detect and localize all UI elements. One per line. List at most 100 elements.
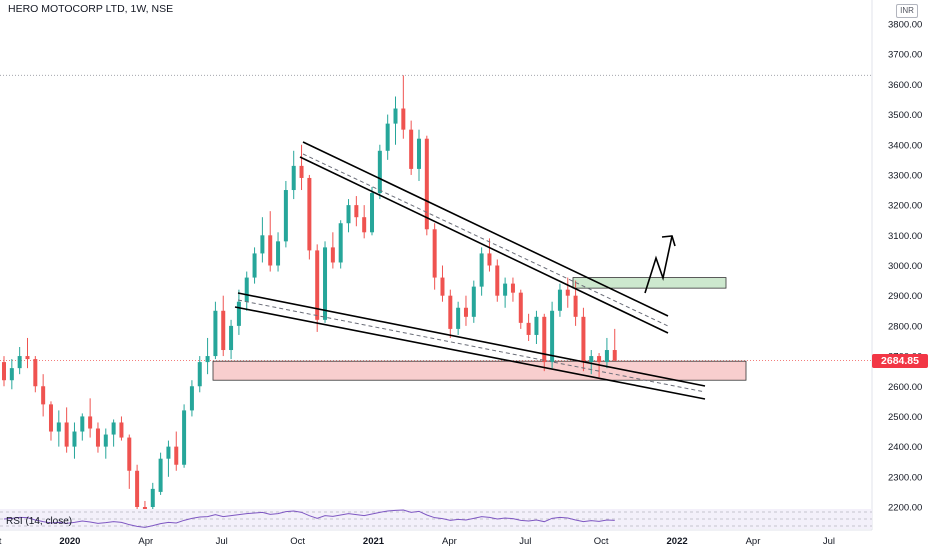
- price-tick-label: 2200.00: [888, 503, 922, 514]
- candle-body: [283, 190, 288, 242]
- candles: [2, 75, 617, 526]
- candle-body: [182, 410, 187, 465]
- candle-body: [597, 356, 602, 363]
- candle-body: [64, 422, 69, 447]
- candle-body: [495, 265, 500, 296]
- price-tick-label: 2500.00: [888, 412, 922, 423]
- candle-body: [471, 286, 476, 317]
- time-tick-label: Oct: [290, 536, 305, 547]
- candle-body: [135, 470, 140, 507]
- candle-body: [111, 422, 116, 435]
- price-tick-label: 2300.00: [888, 472, 922, 483]
- candle-body: [291, 165, 296, 191]
- candle-body: [221, 310, 226, 351]
- candle-body: [377, 150, 382, 194]
- time-tick-label: 2021: [363, 536, 385, 547]
- price-tick-label: 3600.00: [888, 80, 922, 91]
- candle-body: [88, 416, 93, 429]
- candle-body: [581, 316, 586, 363]
- candle-body: [158, 458, 163, 492]
- candle-body: [518, 292, 523, 323]
- candle-body: [330, 247, 335, 263]
- channel-mid-line: [302, 153, 669, 327]
- time-tick-label: Apr: [442, 536, 457, 547]
- time-axis-bg: [0, 530, 932, 550]
- candle-body: [205, 356, 210, 363]
- candle-body: [103, 434, 108, 447]
- price-tick-label: 3800.00: [888, 20, 922, 31]
- candle-body: [393, 108, 398, 124]
- candle-body: [503, 283, 508, 296]
- candle-body: [479, 253, 484, 287]
- time-tick-label: Jul: [823, 536, 835, 547]
- candle-body: [416, 138, 421, 169]
- candle-body: [440, 277, 445, 296]
- candle-body: [542, 316, 547, 363]
- time-tick-label: 2020: [59, 536, 80, 547]
- candle-body: [189, 386, 194, 411]
- channel-upper-line: [302, 141, 669, 317]
- candle-body: [338, 223, 343, 263]
- price-axis[interactable]: 2200.002300.002400.002500.002600.002700.…: [888, 20, 922, 514]
- rsi-label: RSI (14, close): [6, 516, 73, 527]
- last-price-badge: 2684.85: [872, 354, 928, 368]
- candle-body: [362, 217, 367, 233]
- support-trend-upper: [237, 292, 706, 387]
- time-tick-label: Jul: [216, 536, 228, 547]
- candle-body: [463, 307, 468, 317]
- candle-body: [323, 247, 328, 320]
- candle-body: [604, 350, 609, 363]
- candle-body: [17, 356, 22, 369]
- candle-body: [268, 235, 273, 266]
- candle-body: [354, 205, 359, 218]
- support-trend-mid: [237, 299, 706, 393]
- candle-body: [197, 362, 202, 387]
- time-axis[interactable]: Oct 2020 Apr Jul Oct 2021 Apr Jul Oct 2022 Apr Jul: [0, 529, 932, 550]
- candle-body: [307, 177, 312, 251]
- time-tick-label: 2022: [667, 536, 688, 547]
- candle-body: [487, 253, 492, 266]
- candle-body: [252, 253, 257, 278]
- candle-body: [174, 446, 179, 465]
- projection-arrowhead: [661, 235, 676, 247]
- candle-body: [244, 277, 249, 302]
- time-tick-label: Jul: [519, 536, 531, 547]
- candle-body: [550, 310, 555, 363]
- time-tick-label: Apr: [746, 536, 761, 547]
- candle-body: [276, 241, 281, 266]
- candle-body: [409, 129, 414, 169]
- price-tick-label: 3700.00: [888, 50, 922, 61]
- candle-body: [448, 295, 453, 329]
- candle-body: [299, 165, 304, 178]
- candle-body: [41, 386, 46, 405]
- candle-body: [56, 422, 61, 432]
- price-tick-label: 3000.00: [888, 261, 922, 272]
- candle-body: [33, 359, 38, 387]
- channel-lower-line: [299, 156, 669, 334]
- price-tick-label: 2800.00: [888, 321, 922, 332]
- candle-body: [557, 289, 562, 311]
- price-tick-label: 2900.00: [888, 291, 922, 302]
- price-tick-label: 3100.00: [888, 231, 922, 242]
- price-tick-label: 2600.00: [888, 382, 922, 393]
- candle-body: [424, 138, 429, 230]
- currency-badge[interactable]: INR: [896, 4, 918, 18]
- chart-title: HERO MOTOCORP LTD, 1W, NSE: [8, 3, 174, 15]
- rsi-band: [0, 509, 872, 529]
- price-tick-label: 3300.00: [888, 170, 922, 181]
- candle-body: [166, 446, 171, 459]
- candle-body: [127, 437, 132, 471]
- candle-body: [526, 322, 531, 335]
- drawings: [234, 141, 706, 400]
- candle-body: [213, 310, 218, 357]
- candle-body: [456, 307, 461, 329]
- time-tick-label: Oct: [0, 536, 2, 547]
- candle-body: [573, 295, 578, 317]
- candle-body: [48, 404, 53, 432]
- candle-body: [510, 283, 515, 293]
- candle-body: [370, 193, 375, 233]
- candle-body: [260, 235, 265, 254]
- rsi-pane: [0, 509, 872, 529]
- candle-body: [236, 301, 241, 326]
